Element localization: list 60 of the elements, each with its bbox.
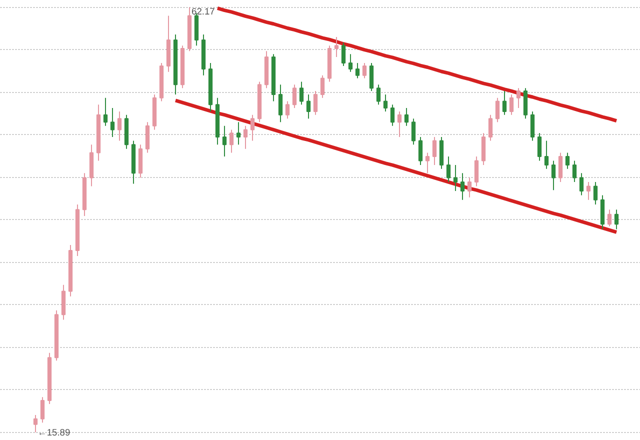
candlestick	[341, 42, 346, 66]
candlestick	[306, 94, 311, 120]
candlestick	[313, 90, 318, 116]
candlestick	[523, 88, 528, 120]
annotation: ←15.89	[38, 427, 70, 438]
candlestick	[509, 94, 514, 116]
candlestick	[243, 125, 248, 150]
candlestick	[446, 156, 451, 183]
candlestick	[544, 140, 549, 170]
candlestick	[320, 74, 325, 98]
candlestick	[299, 81, 304, 106]
candlestick	[278, 84, 283, 123]
candlestick	[376, 84, 381, 106]
candlestick	[488, 114, 493, 142]
candlestick	[383, 94, 388, 112]
candlestick	[411, 118, 416, 146]
candlestick	[425, 152, 430, 174]
candlestick	[250, 114, 255, 142]
candlestick	[572, 160, 577, 183]
candlestick	[229, 129, 234, 154]
candlestick	[348, 54, 353, 72]
candlestick	[607, 209, 612, 227]
candlestick	[117, 110, 122, 142]
candlestick	[369, 62, 374, 92]
candlestick	[579, 172, 584, 196]
candlestick	[481, 132, 486, 166]
candlestick	[397, 110, 402, 138]
candlestick	[285, 100, 290, 120]
candlestick	[404, 108, 409, 126]
candlestick	[355, 62, 360, 79]
candlestick	[565, 152, 570, 170]
candlestick	[474, 156, 479, 187]
candlestick	[33, 414, 38, 433]
candlestick	[537, 132, 542, 162]
candlestick	[530, 110, 535, 142]
candlestick	[61, 284, 66, 320]
candlestick	[467, 177, 472, 198]
candlestick	[292, 84, 297, 109]
candlestick	[593, 182, 598, 206]
annotation: 62.17	[192, 6, 215, 16]
candlestick	[453, 164, 458, 192]
candlestick	[418, 136, 423, 166]
candlestick	[432, 136, 437, 166]
candlestick	[110, 108, 115, 138]
candlestick	[516, 88, 521, 109]
candlestick	[334, 36, 339, 58]
candlestick	[460, 172, 465, 200]
candlestick	[390, 104, 395, 126]
candlestick	[103, 97, 108, 126]
candlestick	[551, 160, 556, 191]
candlestick	[586, 182, 591, 200]
candlestick	[362, 62, 367, 79]
candlestick	[502, 90, 507, 116]
candlestick	[236, 122, 241, 146]
candlestick	[614, 209, 619, 230]
candlestick	[495, 97, 500, 123]
candlestick	[558, 152, 563, 183]
candlestick	[145, 122, 150, 154]
candlestick	[222, 125, 227, 158]
candlestick	[40, 396, 45, 424]
